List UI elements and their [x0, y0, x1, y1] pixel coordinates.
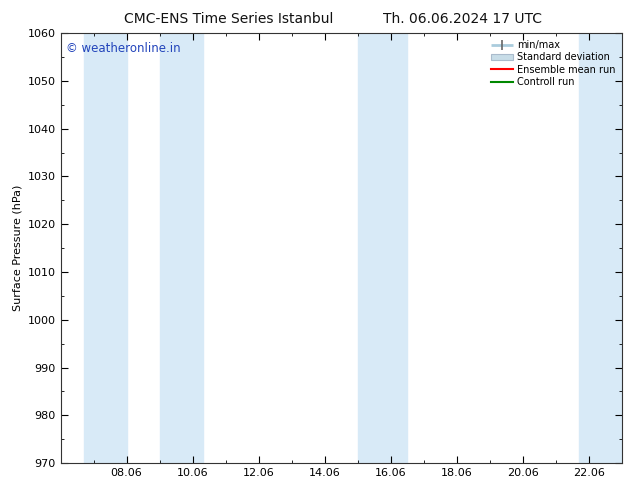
- Bar: [358, 33, 381, 463]
- Legend: min/max, Standard deviation, Ensemble mean run, Controll run: min/max, Standard deviation, Ensemble me…: [488, 36, 619, 91]
- Text: Th. 06.06.2024 17 UTC: Th. 06.06.2024 17 UTC: [384, 12, 542, 26]
- Bar: [579, 33, 622, 463]
- Y-axis label: Surface Pressure (hPa): Surface Pressure (hPa): [12, 185, 22, 311]
- Bar: [160, 33, 202, 463]
- Text: CMC-ENS Time Series Istanbul: CMC-ENS Time Series Istanbul: [124, 12, 333, 26]
- Bar: [381, 33, 407, 463]
- Bar: [84, 33, 127, 463]
- Text: © weatheronline.in: © weatheronline.in: [66, 42, 181, 55]
